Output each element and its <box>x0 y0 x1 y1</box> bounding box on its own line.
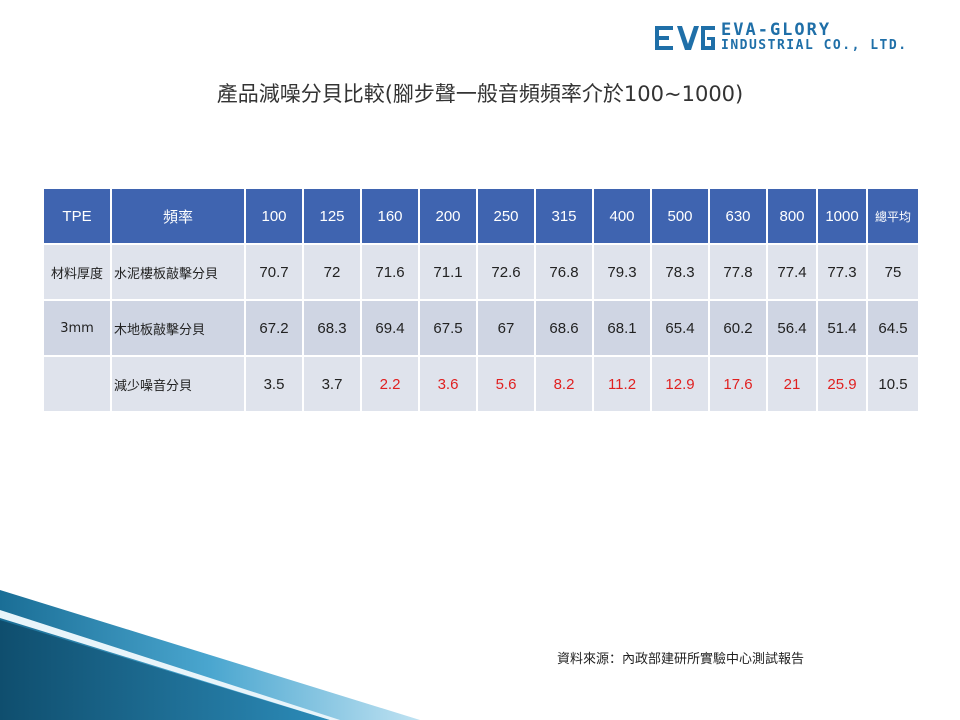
value-cell: 65.4 <box>652 301 708 355</box>
value-cell: 5.6 <box>478 357 534 411</box>
value-cell: 77.3 <box>818 245 866 299</box>
header-cell-frequency-value: 250 <box>478 189 534 243</box>
logo-company-name: EVA-GLORY <box>721 20 832 40</box>
value-cell: 8.2 <box>536 357 592 411</box>
value-cell: 79.3 <box>594 245 650 299</box>
row-label: 減少噪音分貝 <box>112 357 244 411</box>
value-cell: 68.1 <box>594 301 650 355</box>
value-cell: 71.6 <box>362 245 418 299</box>
data-source-note: 資料來源：內政部建研所實驗中心測試報告 <box>557 652 805 667</box>
company-logo: EVA-GLORY INDUSTRIAL CO., LTD. <box>655 20 935 60</box>
value-cell: 77.8 <box>710 245 766 299</box>
value-cell: 60.2 <box>710 301 766 355</box>
value-cell: 68.3 <box>304 301 360 355</box>
noise-reduction-table: TPE 頻率 100 125 160 200 250 315 400 500 630 800 1000 總… <box>42 187 920 413</box>
header-cell-frequency-value: 500 <box>652 189 708 243</box>
table-row: 材料厚度 水泥樓板敲擊分貝 70.7 72 71.6 71.1 72.6 76.8 79.3 78… <box>44 245 918 299</box>
header-cell-frequency-value: 630 <box>710 189 766 243</box>
value-cell: 69.4 <box>362 301 418 355</box>
value-cell: 67.2 <box>246 301 302 355</box>
value-cell: 68.6 <box>536 301 592 355</box>
header-cell-frequency-value: 200 <box>420 189 476 243</box>
value-cell: 3.6 <box>420 357 476 411</box>
header-cell-frequency-value: 315 <box>536 189 592 243</box>
header-cell-frequency-value: 100 <box>246 189 302 243</box>
header-cell-frequency: 頻率 <box>112 189 244 243</box>
average-cell: 10.5 <box>868 357 918 411</box>
value-cell: 76.8 <box>536 245 592 299</box>
row-label: 水泥樓板敲擊分貝 <box>112 245 244 299</box>
header-cell-frequency-value: 800 <box>768 189 816 243</box>
eva-glory-logo-mark <box>655 26 715 50</box>
value-cell: 21 <box>768 357 816 411</box>
value-cell: 3.5 <box>246 357 302 411</box>
value-cell: 72 <box>304 245 360 299</box>
table-header-row: TPE 頻率 100 125 160 200 250 315 400 500 630 800 1000 總… <box>44 189 918 243</box>
row-group-label <box>44 357 110 411</box>
value-cell: 67.5 <box>420 301 476 355</box>
value-cell: 78.3 <box>652 245 708 299</box>
value-cell: 11.2 <box>594 357 650 411</box>
value-cell: 71.1 <box>420 245 476 299</box>
page-title: 產品減噪分貝比較(腳步聲一般音頻頻率介於100~1000) <box>216 82 744 106</box>
header-cell-average: 總平均 <box>868 189 918 243</box>
header-cell-frequency-value: 160 <box>362 189 418 243</box>
value-cell: 3.7 <box>304 357 360 411</box>
average-cell: 75 <box>868 245 918 299</box>
row-group-label: 3mm <box>44 301 110 355</box>
value-cell: 70.7 <box>246 245 302 299</box>
logo-company-subtitle: INDUSTRIAL CO., LTD. <box>721 38 908 53</box>
header-cell-frequency-value: 400 <box>594 189 650 243</box>
value-cell: 12.9 <box>652 357 708 411</box>
decorative-footer-wedge <box>0 590 420 720</box>
value-cell: 77.4 <box>768 245 816 299</box>
value-cell: 72.6 <box>478 245 534 299</box>
value-cell: 67 <box>478 301 534 355</box>
row-label: 木地板敲擊分貝 <box>112 301 244 355</box>
average-cell: 64.5 <box>868 301 918 355</box>
header-cell-frequency-value: 1000 <box>818 189 866 243</box>
value-cell: 25.9 <box>818 357 866 411</box>
row-group-label: 材料厚度 <box>44 245 110 299</box>
value-cell: 2.2 <box>362 357 418 411</box>
table-row: 3mm 木地板敲擊分貝 67.2 68.3 69.4 67.5 67 68.6 68.1 65.4… <box>44 301 918 355</box>
header-cell-tpe: TPE <box>44 189 110 243</box>
value-cell: 56.4 <box>768 301 816 355</box>
value-cell: 17.6 <box>710 357 766 411</box>
table-row: 減少噪音分貝 3.5 3.7 2.2 3.6 5.6 8.2 11.2 12.9 17.6 21 25… <box>44 357 918 411</box>
value-cell: 51.4 <box>818 301 866 355</box>
header-cell-frequency-value: 125 <box>304 189 360 243</box>
